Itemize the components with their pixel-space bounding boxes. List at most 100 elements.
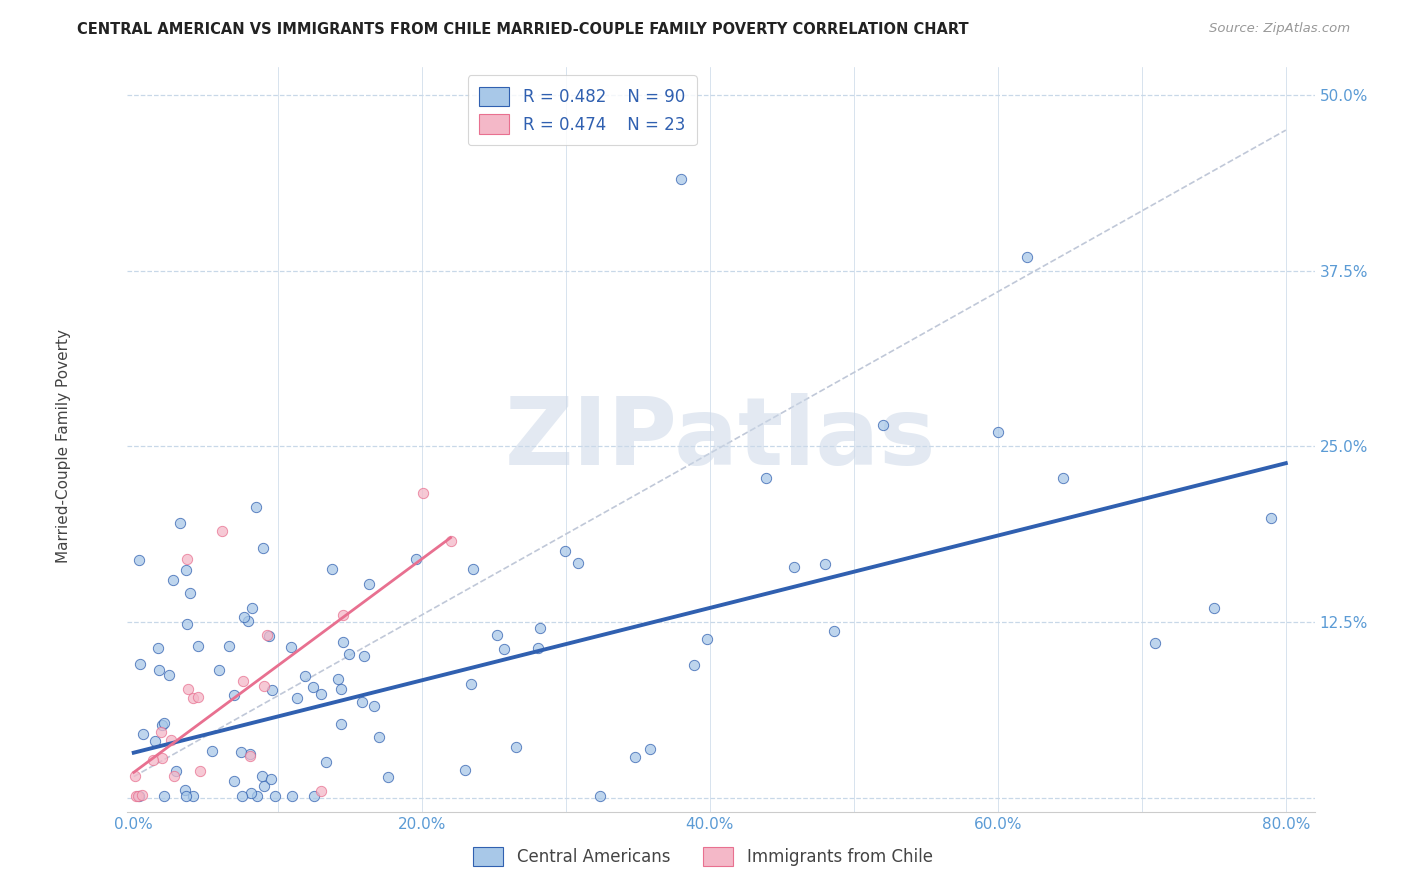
Point	[150, 717, 173, 731]
Point	[174, 783, 197, 797]
Point	[461, 562, 484, 576]
Point	[229, 745, 252, 759]
Point	[363, 699, 385, 714]
Point	[246, 789, 269, 804]
Point	[1260, 511, 1282, 525]
Point	[128, 657, 150, 672]
Point	[176, 789, 198, 804]
Legend: Central Americans, Immigrants from Chile: Central Americans, Immigrants from Chile	[465, 838, 941, 875]
Point	[231, 789, 253, 804]
Point	[146, 641, 169, 656]
Point	[326, 673, 349, 687]
Point	[153, 715, 176, 730]
Point	[128, 789, 150, 803]
Point	[201, 743, 224, 757]
Point	[142, 754, 165, 768]
Point	[439, 533, 461, 548]
Point	[554, 543, 576, 558]
Point	[280, 640, 302, 654]
Text: Source: ZipAtlas.com: Source: ZipAtlas.com	[1209, 22, 1350, 36]
Point	[257, 629, 280, 643]
Point	[329, 681, 352, 696]
Point	[527, 641, 550, 656]
Point	[240, 786, 263, 800]
Point	[683, 657, 706, 672]
Point	[332, 635, 354, 649]
Point	[669, 172, 692, 186]
Point	[353, 649, 375, 664]
Point	[302, 680, 325, 694]
Point	[222, 688, 245, 702]
Point	[131, 788, 153, 802]
Point	[505, 739, 527, 754]
Point	[218, 639, 240, 653]
Point	[460, 677, 482, 691]
Point	[211, 524, 233, 538]
Point	[239, 749, 262, 764]
Point	[252, 541, 274, 555]
Text: Married-Couple Family Poverty: Married-Couple Family Poverty	[56, 329, 70, 563]
Point	[321, 562, 343, 576]
Point	[638, 741, 661, 756]
Point	[294, 668, 316, 682]
Point	[188, 764, 211, 778]
Point	[352, 695, 374, 709]
Point	[162, 573, 184, 587]
Point	[783, 560, 806, 574]
Point	[162, 769, 184, 783]
Point	[176, 563, 198, 577]
Point	[311, 687, 333, 701]
Point	[412, 486, 434, 500]
Point	[150, 751, 173, 765]
Point	[624, 750, 647, 764]
Point	[231, 673, 253, 688]
Point	[377, 770, 399, 784]
Point	[233, 610, 256, 624]
Point	[169, 516, 191, 530]
Point	[315, 756, 337, 770]
Point	[132, 727, 155, 741]
Point	[332, 608, 354, 623]
Point	[181, 789, 204, 804]
Point	[179, 585, 201, 599]
Point	[589, 789, 612, 804]
Point	[252, 768, 274, 782]
Point	[187, 639, 209, 653]
Point	[176, 616, 198, 631]
Point	[696, 632, 718, 646]
Point	[208, 663, 231, 677]
Point	[260, 772, 283, 787]
Point	[124, 769, 146, 783]
Point	[224, 773, 246, 788]
Point	[367, 730, 389, 744]
Point	[143, 733, 166, 747]
Point	[127, 789, 149, 804]
Legend: R = 0.482    N = 90, R = 0.474    N = 23: R = 0.482 N = 90, R = 0.474 N = 23	[468, 75, 696, 145]
Point	[253, 679, 276, 693]
Point	[253, 779, 276, 793]
Point	[150, 725, 173, 739]
Point	[177, 682, 200, 697]
Text: ZIPatlas: ZIPatlas	[505, 393, 936, 485]
Point	[187, 690, 209, 704]
Point	[1144, 636, 1167, 650]
Point	[329, 716, 352, 731]
Point	[256, 628, 278, 642]
Point	[125, 789, 148, 804]
Point	[285, 690, 308, 705]
Text: CENTRAL AMERICAN VS IMMIGRANTS FROM CHILE MARRIED-COUPLE FAMILY POVERTY CORRELAT: CENTRAL AMERICAN VS IMMIGRANTS FROM CHIL…	[77, 22, 969, 37]
Point	[153, 789, 176, 804]
Point	[263, 789, 285, 804]
Point	[238, 614, 260, 628]
Point	[755, 471, 778, 485]
Point	[240, 600, 263, 615]
Point	[823, 624, 845, 639]
Point	[181, 691, 204, 706]
Point	[157, 668, 180, 682]
Point	[128, 552, 150, 566]
Point	[1052, 471, 1074, 485]
Point	[1202, 601, 1225, 615]
Point	[1015, 250, 1038, 264]
Point	[165, 764, 187, 778]
Point	[405, 552, 427, 566]
